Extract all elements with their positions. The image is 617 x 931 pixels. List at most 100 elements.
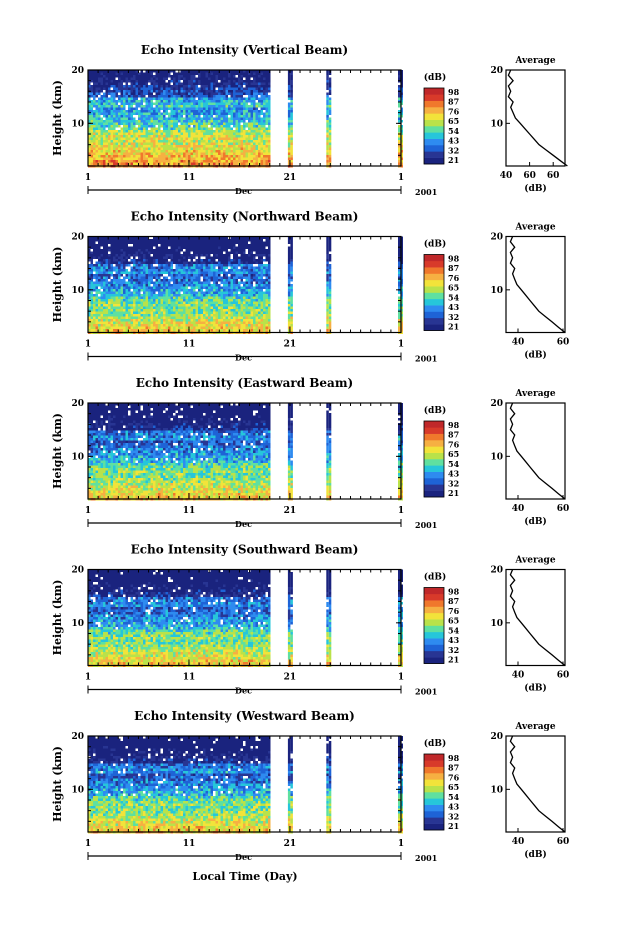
- heatmap-cell: [145, 90, 148, 93]
- heatmap-cell: [213, 120, 216, 123]
- heatmap-cell: [105, 110, 108, 113]
- heatmap-cell: [128, 256, 131, 259]
- heatmap-cell: [185, 311, 188, 314]
- heatmap-cell: [118, 152, 121, 155]
- heatmap-cell: [205, 155, 208, 158]
- heatmap-cell: [208, 120, 211, 123]
- heatmap-cell: [98, 107, 101, 110]
- heatmap-cell: [158, 92, 161, 95]
- heatmap-cell: [153, 97, 156, 100]
- heatmap-cell: [170, 246, 173, 249]
- heatmap-cell: [105, 80, 108, 83]
- heatmap-cell: [125, 236, 128, 239]
- heatmap-cell: [170, 80, 173, 83]
- heatmap-cell: [88, 100, 91, 103]
- heatmap-cell: [128, 314, 131, 317]
- heatmap-cell: [168, 324, 171, 327]
- heatmap-cell: [287, 97, 291, 100]
- heatmap-cell: [168, 132, 171, 135]
- heatmap-cell: [265, 72, 268, 75]
- heatmap-cell: [200, 130, 203, 133]
- heatmap-cell: [198, 122, 201, 125]
- heatmap-cell: [326, 130, 329, 133]
- heatmap-cell: [133, 241, 136, 244]
- heatmap-cell: [400, 150, 403, 153]
- heatmap-cell: [128, 281, 131, 284]
- heatmap-cell: [183, 87, 186, 90]
- heatmap-cell: [240, 150, 243, 153]
- heatmap-cell: [178, 276, 181, 279]
- heatmap-cell: [165, 259, 168, 262]
- heatmap-cell: [265, 132, 268, 135]
- heatmap-cell: [165, 326, 168, 329]
- heatmap-cell: [90, 281, 93, 284]
- heatmap-cell: [88, 105, 91, 108]
- heatmap-cell: [120, 246, 123, 249]
- heatmap-cell: [165, 137, 168, 140]
- heatmap-cell: [225, 140, 228, 143]
- heatmap-cell: [108, 284, 111, 287]
- heatmap-cell: [230, 107, 233, 110]
- heatmap-cell: [143, 92, 146, 95]
- heatmap-cell: [95, 316, 98, 319]
- heatmap-cell: [143, 115, 146, 118]
- heatmap-cell: [168, 75, 171, 78]
- heatmap-cell: [115, 289, 118, 292]
- heatmap-cell: [165, 155, 168, 158]
- heatmap-cell: [178, 142, 181, 145]
- heatmap-cell: [133, 147, 136, 150]
- heatmap-cell: [103, 284, 106, 287]
- heatmap-cell: [88, 157, 91, 160]
- heatmap-cell: [128, 326, 131, 329]
- heatmap-cell: [173, 137, 176, 140]
- heatmap-cell: [143, 137, 146, 140]
- heatmap-cell: [135, 311, 138, 314]
- heatmap-cell: [235, 117, 238, 120]
- heatmap-cell: [230, 162, 233, 165]
- heatmap-cell: [143, 319, 146, 322]
- colorbar-swatch: [424, 151, 444, 158]
- heatmap-cell: [255, 160, 258, 163]
- heatmap-cell: [103, 236, 106, 239]
- heatmap-cell: [200, 251, 203, 254]
- heatmap-cell: [100, 286, 103, 289]
- heatmap-cell: [208, 304, 211, 307]
- heatmap-cell: [165, 142, 168, 145]
- heatmap-cell: [218, 130, 221, 133]
- heatmap-cell: [93, 329, 96, 332]
- heatmap-cell: [205, 296, 208, 299]
- heatmap-cell: [173, 311, 176, 314]
- heatmap-cell: [200, 264, 203, 267]
- heatmap-cell: [105, 294, 108, 297]
- heatmap-cell: [128, 324, 131, 327]
- heatmap-cell: [195, 72, 198, 75]
- heatmap-cell: [108, 239, 111, 242]
- heatmap-cell: [287, 145, 291, 148]
- heatmap-cell: [150, 107, 153, 110]
- heatmap-cell: [135, 142, 138, 145]
- heatmap-cell: [170, 127, 173, 130]
- heatmap-cell: [123, 137, 126, 140]
- heatmap-cell: [163, 127, 166, 130]
- heatmap-cell: [133, 264, 136, 267]
- heatmap-cell: [138, 249, 141, 252]
- heatmap-cell: [163, 150, 166, 153]
- heatmap-cell: [290, 107, 293, 110]
- heatmap-cell: [128, 284, 131, 287]
- heatmap-cell: [193, 294, 196, 297]
- heatmap-cell: [210, 105, 213, 108]
- heatmap-cell: [148, 279, 151, 282]
- heatmap-cell: [168, 112, 171, 115]
- heatmap-cell: [138, 246, 141, 249]
- heatmap-cell: [125, 82, 128, 85]
- heatmap-cell: [125, 241, 128, 244]
- heatmap-cell: [178, 127, 181, 130]
- heatmap-cell: [173, 90, 176, 93]
- heatmap-cell: [115, 276, 118, 279]
- heatmap-cell: [105, 75, 108, 78]
- heatmap-cell: [250, 97, 253, 100]
- heatmap-cell: [100, 244, 103, 247]
- heatmap-cell: [123, 125, 126, 128]
- heatmap-cell: [195, 306, 198, 309]
- heatmap-cell: [290, 82, 293, 85]
